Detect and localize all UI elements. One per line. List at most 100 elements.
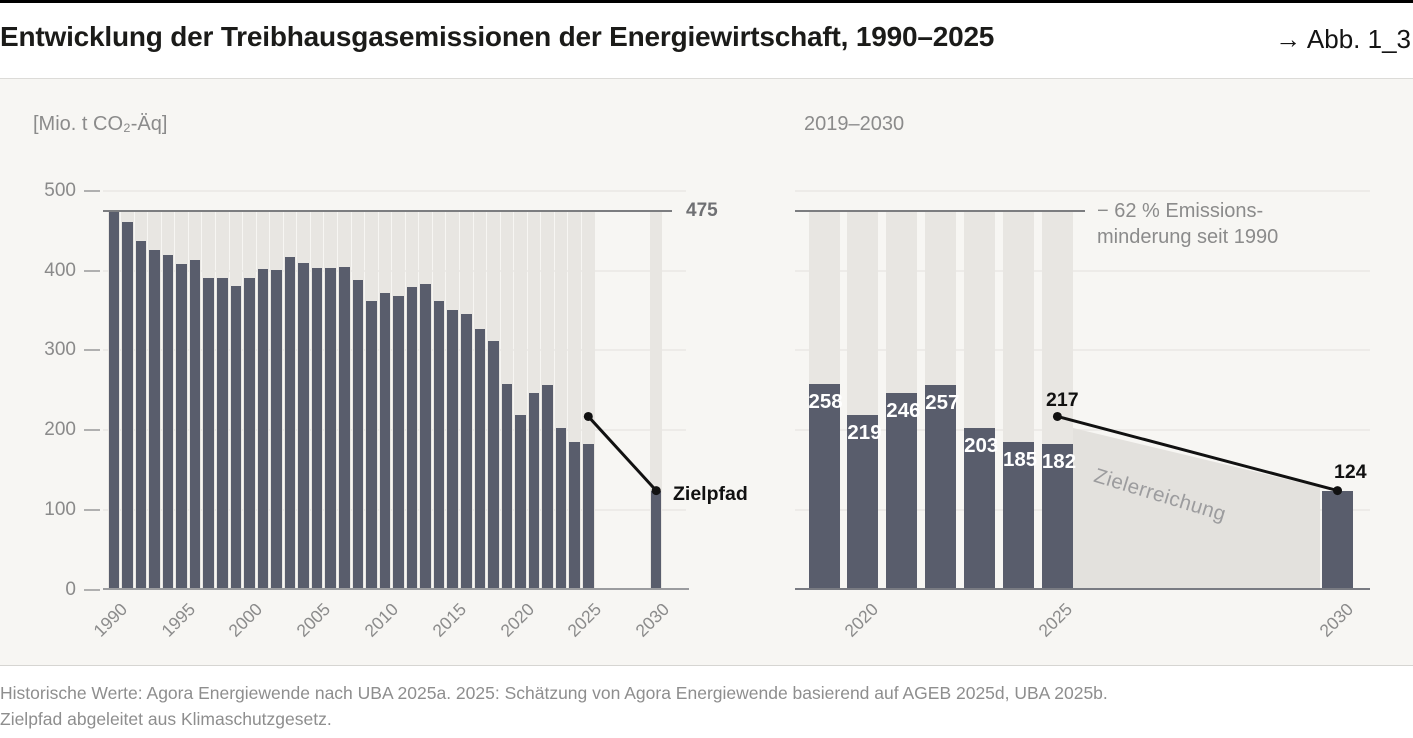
bar [474,328,486,588]
bar [393,296,404,588]
source-note: Historische Werte: Agora Energiewende na… [0,680,1108,732]
y-axis-tick [84,588,100,591]
x-tick-label: 2020 [840,599,883,641]
bar-value-label: 246 [886,399,921,423]
y-axis-tick [84,349,100,352]
bar [555,427,567,588]
y-axis-tick [84,429,100,431]
bar [176,264,187,588]
bar [1322,490,1353,588]
x-tick-label: 1995 [157,599,199,641]
gridline [795,189,1370,192]
bar [569,441,580,588]
bar-value-label: 185 [1003,447,1038,471]
bar [230,286,242,588]
bar [433,300,445,588]
bar [162,255,174,588]
x-tick-label: 2025 [563,599,606,641]
x-tick-label: 2005 [292,599,335,641]
bar-value-label: 258 [808,389,843,413]
bar-value-label: 257 [925,390,960,414]
y-axis-unit-label: [Mio. t CO₂-Äq] [33,113,168,135]
top-border [0,0,1413,3]
target-end-value-label: 124 [1334,461,1367,483]
reference-line-label: 475 [686,200,718,221]
bar [122,221,133,588]
bar [501,383,513,588]
bar [311,268,323,588]
bar [406,287,418,588]
bar [149,249,160,588]
y-tick-label: 200 [44,419,76,440]
bar [461,313,472,588]
source-note-line2: Zielpfad abgeleitet aus Klimaschutzgeset… [0,709,332,729]
bar [583,444,594,588]
bar [515,414,526,588]
bar [271,269,282,588]
source-note-line1: Historische Werte: Agora Energiewende na… [0,683,1108,703]
bar [244,278,255,588]
y-axis-tick [84,269,100,272]
bar [650,490,662,588]
bar-value-label: 219 [847,420,882,444]
gridline [103,189,686,192]
x-tick-label: 2015 [428,599,470,641]
bar [108,210,120,588]
y-tick-label: 500 [44,179,76,201]
bar [298,262,309,588]
bar [217,277,228,588]
bar [339,266,350,588]
bar [808,383,840,588]
x-tick-label: 2030 [631,599,674,641]
x-tick-label: 2000 [224,599,267,641]
zielpfad-label: Zielpfad [673,483,748,505]
reference-line-475 [103,209,672,212]
y-tick-label: 400 [44,259,76,281]
x-axis-baseline [795,587,1370,590]
bar [886,393,918,588]
bar [325,268,336,588]
bar [203,277,214,588]
emissions-reduction-note-line1: − 62 % Emissions- [1097,200,1264,222]
figure-reference: → Abb. 1_3 [1275,24,1411,54]
bar [925,384,957,588]
bar [352,280,364,588]
bar [135,240,147,588]
bar [189,260,201,588]
bar [1003,441,1034,588]
x-tick-label: 2010 [360,599,403,641]
bar [488,341,499,588]
y-axis-tick [84,189,100,192]
bar [366,300,377,588]
y-tick-label: 0 [65,578,76,600]
bar [964,427,996,588]
y-axis-tick [84,508,100,511]
bar [379,292,391,588]
bar [528,393,540,588]
gridline [795,269,1370,272]
bar [447,309,458,588]
x-axis-baseline [103,587,689,590]
x-tick-label: 1990 [89,599,131,641]
bar [257,268,269,588]
x-tick-label: 2030 [1314,599,1357,641]
bar [284,256,296,588]
page-title: Entwicklung der Treibhausgasemissionen d… [0,21,995,52]
x-tick-label: 2020 [495,599,538,641]
reduction-reference-line [795,209,1085,212]
bar-value-label: 182 [1041,450,1077,474]
emissions-reduction-note-line2: minderung seit 1990 [1097,226,1279,248]
bar [847,414,879,588]
zielpfad-line [587,415,658,492]
y-tick-label: 300 [44,339,76,361]
gridline [795,349,1370,352]
bar [420,284,431,588]
target-start-value-label: 217 [1046,389,1079,411]
x-tick-label: 2025 [1034,599,1077,641]
emissions-reduction-note: − 62 % Emissions- minderung seit 1990 [1097,198,1278,250]
bar [542,384,553,588]
right-chart-title: 2019–2030 [804,113,905,135]
y-tick-label: 100 [44,498,76,520]
